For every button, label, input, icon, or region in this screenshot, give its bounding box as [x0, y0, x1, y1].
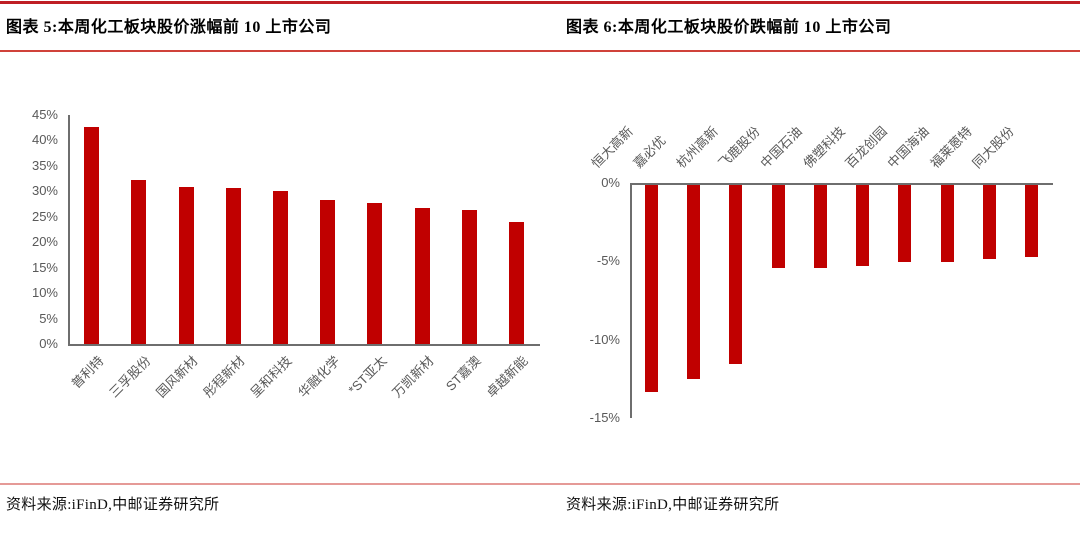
category-label: 卓越新能: [483, 353, 531, 401]
bar: [320, 200, 336, 344]
category-label: 嘉必优: [630, 132, 670, 171]
bar: [461, 210, 477, 344]
y-tick-label: 25%: [31, 208, 58, 224]
category-label: 三孚股份: [106, 353, 154, 401]
category-label: 佛塑科技: [800, 123, 848, 171]
category-label: 同大股份: [969, 123, 1017, 171]
bar: [729, 185, 743, 364]
y-tick-label: 30%: [31, 183, 58, 199]
category-label: ST嘉澳: [443, 353, 484, 394]
bar: [983, 185, 997, 259]
category-label: 彤程新材: [200, 353, 248, 401]
y-tick-label: 10%: [31, 285, 58, 301]
bar: [508, 222, 524, 344]
category-label: 百龙创园: [842, 123, 890, 171]
figure5-title: 图表 5:本周化工板块股价涨幅前 10 上市公司: [6, 19, 332, 36]
y-tick-label: -10%: [589, 331, 620, 347]
y-tick-label: 40%: [31, 132, 58, 148]
category-label: 万凯新材: [389, 353, 437, 401]
category-label: 中国海油: [884, 123, 933, 171]
y-tick-label: 15%: [31, 259, 58, 275]
y-axis-line: [630, 183, 632, 418]
bar: [813, 185, 827, 269]
top-rule: [0, 1, 1080, 4]
bar: [131, 180, 147, 344]
category-label: 华融化学: [294, 353, 343, 401]
y-axis-line: [68, 115, 70, 344]
bar: [940, 185, 954, 262]
figure5-gainers-bar-chart: 0% 5% 10% 15% 20% 25% 30% 35% 40% 45% 普利特 三孚股份 国风新材彤…: [31, 107, 540, 401]
category-label: 中国石油: [757, 123, 806, 171]
bar: [771, 185, 785, 269]
bar: [225, 188, 241, 344]
bar: [367, 202, 383, 344]
y-tick-label: 20%: [31, 234, 58, 250]
bar: [686, 185, 700, 380]
x-axis-line: [630, 183, 1053, 185]
figure6-source-note: 资料来源:iFinD,中邮证券研究所: [566, 497, 780, 513]
y-tick-label: 35%: [31, 157, 58, 173]
category-label: 呈和科技: [247, 353, 295, 401]
y-tick-label: 0%: [39, 336, 58, 351]
category-label: 普利特: [68, 353, 107, 392]
figure5-source-note: 资料来源:iFinD,中邮证券研究所: [6, 497, 220, 513]
figure6-losers-bar-chart: 0% -5% -10% -15% 恒大高新 嘉必优 杭州高新 飞鹿股份 中国石油 佛塑科技 百龙创园…: [588, 123, 1053, 425]
bar: [84, 126, 100, 344]
bar: [856, 185, 870, 267]
category-label: 飞鹿股份: [715, 123, 763, 171]
y-tick-label: 0%: [601, 175, 620, 190]
bar: [898, 185, 912, 262]
footer-rule: [0, 483, 1080, 485]
category-label: 杭州高新: [673, 123, 721, 171]
bar: [178, 187, 194, 344]
category-label: 恒大高新: [588, 123, 636, 171]
category-label: *ST亚太: [345, 353, 390, 398]
bar: [1025, 185, 1039, 258]
y-tick-label: -15%: [589, 410, 620, 425]
category-label: 国风新材: [153, 353, 201, 401]
category-label: 福莱蒽特: [926, 123, 975, 171]
y-tick-label: -5%: [596, 253, 620, 269]
title-underline-rule: [0, 50, 1080, 52]
x-axis-line: [68, 344, 540, 346]
bar: [414, 208, 430, 344]
bar: [644, 185, 658, 392]
figure6-title: 图表 6:本周化工板块股价跌幅前 10 上市公司: [566, 19, 892, 36]
y-tick-label: 45%: [31, 107, 58, 122]
y-tick-label: 5%: [39, 310, 58, 326]
bar: [272, 190, 288, 344]
